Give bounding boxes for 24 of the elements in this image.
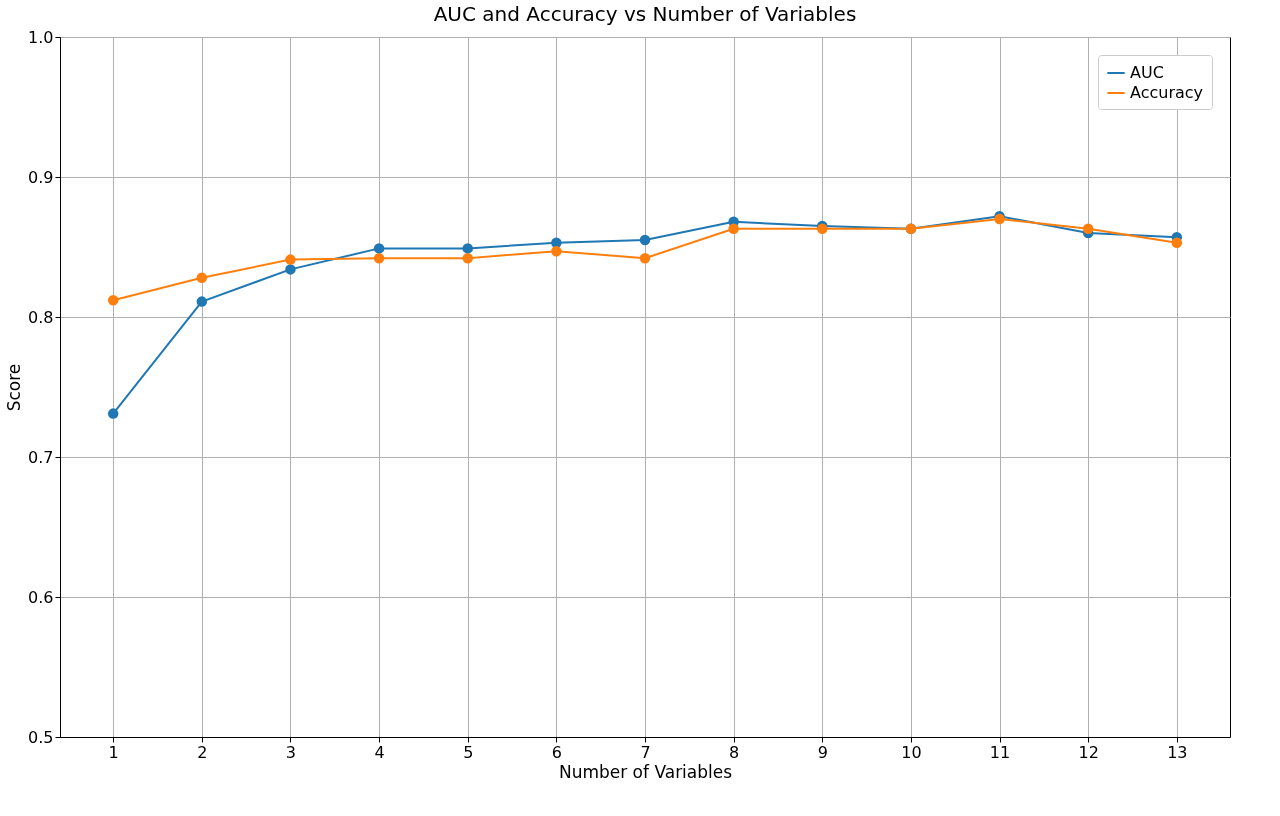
legend-label: Accuracy [1130,83,1204,102]
y-tick-label: 0.8 [28,307,54,327]
y-tick-label: 1.0 [28,27,54,47]
y-tick-label: 0.9 [28,167,54,187]
chart-title: AUC and Accuracy vs Number of Variables [433,2,857,26]
x-tick-label: 11 [989,742,1011,762]
legend-label: AUC [1130,63,1164,82]
y-tick-label: 0.5 [28,727,54,747]
y-tick-label: 0.6 [28,587,54,607]
x-tick-label: 12 [1078,742,1099,762]
x-tick-label: 1 [108,742,119,762]
x-axis-title: Number of Variables [558,761,733,782]
x-tick-label: 9 [817,742,828,762]
x-tick-label: 5 [463,742,474,762]
x-tick-label: 7 [640,742,651,762]
x-tick-label: 6 [551,742,562,762]
x-tick-label: 2 [197,742,208,762]
y-tick-label: 0.7 [28,447,54,467]
x-tick-label: 3 [285,742,297,762]
x-tick-label: 8 [729,742,740,762]
y-axis-title: Score [4,363,25,412]
x-tick-label: 4 [374,742,385,762]
x-tick-label: 10 [901,742,922,762]
x-tick-label: 13 [1167,742,1188,762]
